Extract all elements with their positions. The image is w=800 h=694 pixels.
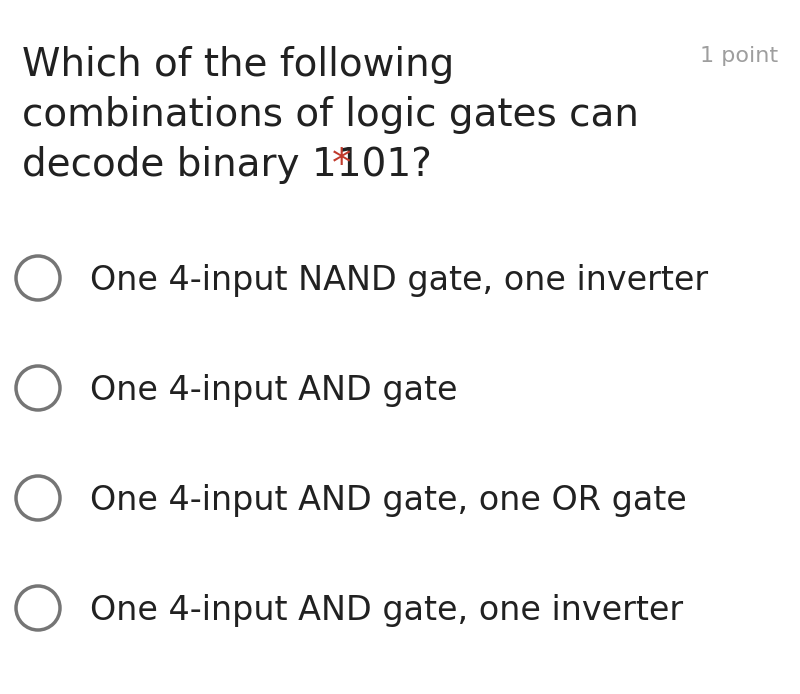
Text: combinations of logic gates can: combinations of logic gates can xyxy=(22,96,639,134)
Text: One 4-input AND gate, one OR gate: One 4-input AND gate, one OR gate xyxy=(90,484,686,517)
Text: *: * xyxy=(332,146,351,184)
Text: One 4-input AND gate: One 4-input AND gate xyxy=(90,374,458,407)
Circle shape xyxy=(16,256,60,300)
Text: Which of the following: Which of the following xyxy=(22,46,454,84)
Text: One 4-input AND gate, one inverter: One 4-input AND gate, one inverter xyxy=(90,594,683,627)
Text: One 4-input NAND gate, one inverter: One 4-input NAND gate, one inverter xyxy=(90,264,708,297)
Circle shape xyxy=(16,476,60,520)
Circle shape xyxy=(16,586,60,630)
Text: 1 point: 1 point xyxy=(700,46,778,66)
Text: decode binary 1101?: decode binary 1101? xyxy=(22,146,432,184)
Circle shape xyxy=(16,366,60,410)
